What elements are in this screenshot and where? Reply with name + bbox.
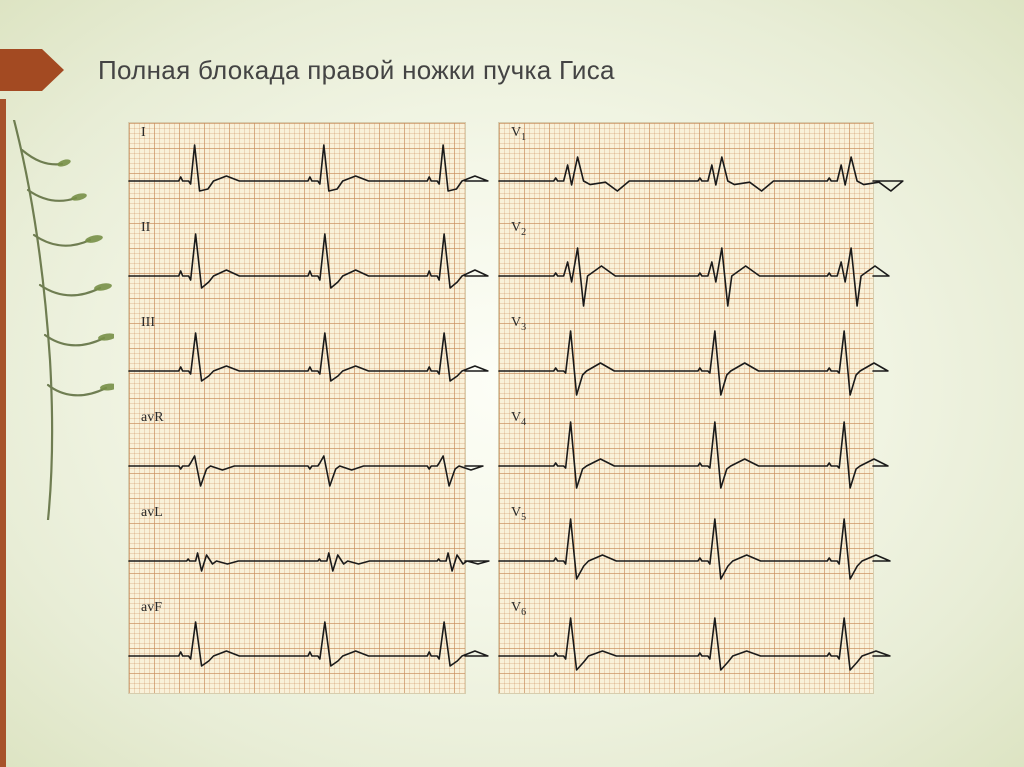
ecg-lead-V1: V1 bbox=[499, 121, 873, 216]
lead-label-I: I bbox=[141, 125, 146, 141]
ecg-lead-II: II bbox=[129, 216, 465, 311]
ecg-lead-V3: V3 bbox=[499, 311, 873, 406]
lead-label-aVF: avF bbox=[141, 600, 162, 616]
ecg-lead-aVF: avF bbox=[129, 596, 465, 691]
lead-label-V1: V1 bbox=[511, 125, 526, 143]
lead-label-II: II bbox=[141, 220, 150, 236]
ecg-lead-I: I bbox=[129, 121, 465, 216]
slide-title: Полная блокада правой ножки пучка Гиса bbox=[98, 49, 958, 91]
ecg-lead-aVR: avR bbox=[129, 406, 465, 501]
branch-decoration bbox=[4, 120, 114, 520]
ecg-lead-V2: V2 bbox=[499, 216, 873, 311]
lead-label-V4: V4 bbox=[511, 410, 526, 428]
lead-label-aVR: avR bbox=[141, 410, 164, 426]
ecg-panels: IIIIIIavRavLavF V1V2V3V4V5V6 bbox=[128, 122, 874, 694]
ecg-lead-V4: V4 bbox=[499, 406, 873, 501]
ecg-lead-III: III bbox=[129, 311, 465, 406]
slide: Полная блокада правой ножки пучка Гиса I… bbox=[0, 0, 1024, 767]
ecg-panel-limb-leads: IIIIIIavRavLavF bbox=[128, 122, 466, 694]
ecg-lead-V5: V5 bbox=[499, 501, 873, 596]
ecg-lead-V6: V6 bbox=[499, 596, 873, 691]
lead-label-V3: V3 bbox=[511, 315, 526, 333]
lead-label-V5: V5 bbox=[511, 505, 526, 523]
title-arrow-decoration bbox=[0, 49, 64, 91]
ecg-lead-aVL: avL bbox=[129, 501, 465, 596]
lead-label-III: III bbox=[141, 315, 155, 331]
lead-label-V6: V6 bbox=[511, 600, 526, 618]
ecg-panel-chest-leads: V1 V2 V3 V4 V5 V6 bbox=[498, 122, 874, 694]
lead-label-aVL: avL bbox=[141, 505, 163, 521]
lead-label-V2: V2 bbox=[511, 220, 526, 238]
